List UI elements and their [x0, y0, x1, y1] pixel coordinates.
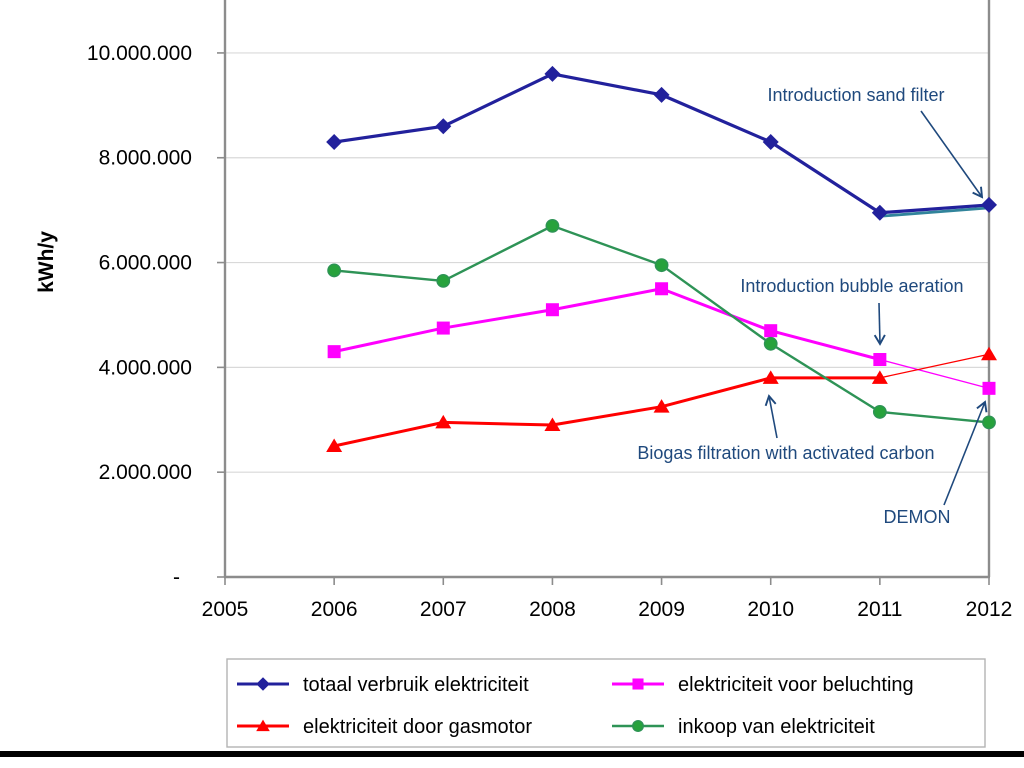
legend-box	[226, 658, 986, 748]
y-tick-label: 4.000.000	[99, 356, 192, 379]
legend: totaal verbruik elektriciteit elektricite…	[226, 658, 986, 748]
y-tick-label: 8.000.000	[99, 147, 192, 170]
marker-inkoop-van-elektriciteit-2007	[436, 274, 451, 288]
legend-swatch-diamond	[256, 677, 270, 691]
annotation-arrow	[764, 394, 778, 439]
slide-footer-divider	[0, 751, 1024, 757]
marker-elektriciteit-door-gasmotor-2011	[871, 370, 888, 384]
x-tick-label: 2005	[202, 598, 249, 621]
marker-totaal-verbruik-elektriciteit-2010	[762, 134, 779, 151]
y-axis-title: kWh/y	[35, 231, 58, 293]
annotation-arrow	[920, 110, 984, 199]
marker-elektriciteit-voor-beluchting-2006	[327, 345, 341, 359]
legend-item-label: elektriciteit door gasmotor	[303, 716, 532, 738]
marker-inkoop-van-elektriciteit-2012	[982, 415, 996, 430]
gridlines	[225, 52, 989, 473]
x-tick-label: 2010	[747, 598, 794, 621]
marker-elektriciteit-door-gasmotor-2006	[326, 438, 343, 452]
axes	[217, 0, 991, 585]
series-inkoop-van-elektriciteit	[327, 218, 996, 430]
legend-swatch-triangle	[256, 719, 270, 732]
annotation-introduction-bubble-aeration: Introduction bubble aeration	[740, 276, 964, 346]
marker-inkoop-van-elektriciteit-2010	[763, 336, 778, 351]
marker-totaal-verbruik-elektriciteit-2006	[326, 134, 343, 151]
legend-item-elektriciteit-voor-beluchting: elektriciteit voor beluchting	[612, 674, 914, 696]
marker-inkoop-van-elektriciteit-2009	[654, 258, 669, 273]
series-line-thin-segment	[879, 358, 990, 389]
marker-elektriciteit-door-gasmotor-2009	[653, 399, 670, 413]
marker-elektriciteit-voor-beluchting-2007	[436, 321, 450, 335]
x-tick-label: 2008	[529, 598, 576, 621]
legend-item-totaal-verbruik-elektriciteit: totaal verbruik elektriciteit	[237, 674, 529, 696]
legend-item-inkoop-van-elektriciteit: inkoop van elektriciteit	[612, 716, 875, 738]
series-elektriciteit-door-gasmotor	[326, 346, 997, 452]
marker-inkoop-van-elektriciteit-2008	[545, 218, 560, 233]
marker-elektriciteit-voor-beluchting-2011	[873, 353, 887, 367]
axis-labels: 10.000.000 8.000.000 6.000.000 4.000.000 2.0…	[87, 42, 1012, 621]
marker-elektriciteit-door-gasmotor-2007	[435, 414, 452, 429]
series-line	[334, 224, 990, 424]
marker-inkoop-van-elektriciteit-2006	[327, 263, 342, 278]
y-tick-label: -	[173, 566, 180, 589]
legend-item-elektriciteit-door-gasmotor: elektriciteit door gasmotor	[237, 716, 532, 738]
marker-elektriciteit-voor-beluchting-2008	[545, 303, 559, 317]
annotation-introduction-sand-filter: Introduction sand filter	[767, 85, 984, 199]
legend-item-label: totaal verbruik elektriciteit	[303, 674, 529, 696]
legend-item-label: elektriciteit voor beluchting	[678, 674, 914, 696]
y-tick-label: 6.000.000	[99, 252, 192, 275]
annotation-text: Biogas filtration with activated carbon	[637, 443, 934, 463]
legend-swatch-square	[632, 678, 644, 690]
marker-elektriciteit-door-gasmotor-2012	[981, 346, 997, 361]
annotation-text: DEMON	[884, 507, 951, 527]
series-line	[333, 287, 881, 361]
marker-inkoop-van-elektriciteit-2011	[872, 405, 887, 419]
x-tick-label: 2009	[638, 598, 685, 621]
marker-elektriciteit-voor-beluchting-2010	[764, 324, 778, 338]
marker-elektriciteit-voor-beluchting-2009	[655, 282, 669, 296]
annotation-text: Introduction sand filter	[767, 85, 944, 105]
series-line-highlight	[879, 206, 990, 218]
series-totaal-verbruik-elektriciteit	[326, 65, 997, 221]
x-tick-label: 2007	[420, 598, 467, 621]
marker-totaal-verbruik-elektriciteit-2007	[435, 118, 452, 135]
marker-totaal-verbruik-elektriciteit-2009	[653, 86, 670, 103]
y-tick-label: 2.000.000	[99, 461, 192, 484]
marker-totaal-verbruik-elektriciteit-2011	[871, 204, 888, 221]
marker-elektriciteit-voor-beluchting-2012	[982, 381, 996, 395]
legend-item-label: inkoop van elektriciteit	[678, 716, 875, 738]
x-tick-label: 2012	[966, 598, 1013, 621]
y-tick-label: 10.000.000	[87, 42, 192, 65]
annotation-demon: DEMON	[884, 400, 988, 527]
marker-elektriciteit-door-gasmotor-2010	[762, 370, 779, 384]
annotation-biogas-filtration-with-activated-carbon: Biogas filtration with activated carbon	[637, 394, 935, 463]
series-line	[333, 376, 880, 448]
annotation-text: Introduction bubble aeration	[740, 276, 963, 296]
x-tick-label: 2006	[311, 598, 358, 621]
annotation-arrow	[943, 400, 988, 506]
series-line-thin-segment	[879, 353, 990, 379]
legend-swatch-circle	[632, 720, 644, 732]
marker-elektriciteit-door-gasmotor-2008	[544, 417, 561, 432]
marker-totaal-verbruik-elektriciteit-2008	[544, 65, 561, 82]
annotation-arrow	[873, 302, 886, 346]
series-elektriciteit-voor-beluchting	[327, 282, 996, 395]
marker-totaal-verbruik-elektriciteit-2012	[981, 196, 997, 213]
x-tick-label: 2011	[857, 598, 902, 621]
